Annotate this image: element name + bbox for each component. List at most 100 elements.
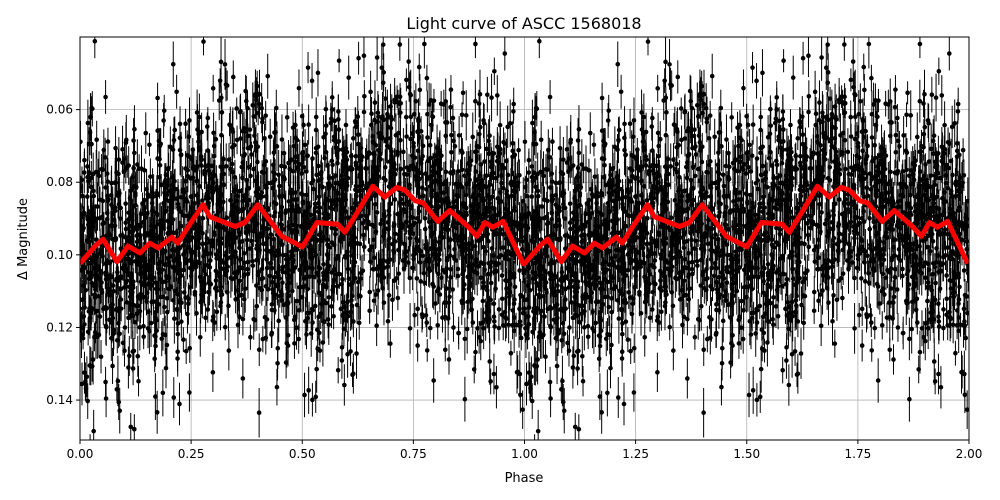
data-point [780, 367, 785, 373]
data-point [859, 306, 865, 312]
data-point [249, 238, 254, 244]
data-point [888, 169, 893, 175]
data-point [529, 374, 534, 380]
data-point [85, 120, 91, 126]
data-point [605, 390, 610, 396]
data-point [415, 306, 420, 312]
data-point [721, 183, 727, 189]
data-point [846, 266, 851, 272]
data-point [505, 124, 510, 130]
data-point [745, 122, 751, 128]
data-point [642, 334, 648, 340]
data-point [656, 154, 661, 159]
data-point [205, 115, 211, 121]
data-point [506, 322, 511, 328]
data-point [448, 237, 454, 243]
data-point [110, 283, 116, 288]
data-point [162, 262, 168, 268]
data-point [550, 139, 555, 144]
data-point [856, 312, 862, 318]
data-point [205, 148, 211, 153]
data-point [313, 204, 318, 210]
data-point [750, 122, 756, 127]
data-point [135, 162, 140, 167]
data-point [687, 286, 693, 291]
data-point [601, 138, 606, 144]
data-point [888, 286, 894, 291]
data-point [896, 256, 902, 262]
data-point [230, 74, 236, 80]
data-point [485, 92, 490, 97]
data-point [460, 90, 466, 96]
data-point [649, 307, 655, 312]
data-point [819, 55, 824, 60]
data-point [953, 350, 958, 356]
data-point [570, 315, 576, 321]
data-point [944, 296, 950, 302]
data-point [492, 68, 497, 74]
data-point [431, 378, 436, 383]
data-point [380, 42, 386, 47]
data-point [775, 313, 781, 319]
data-point [904, 150, 910, 155]
data-point [398, 166, 404, 172]
data-point [780, 147, 786, 153]
data-point [866, 270, 871, 276]
data-point [707, 314, 712, 320]
data-point [355, 114, 361, 119]
data-point [160, 390, 166, 396]
data-point [547, 270, 553, 276]
data-point [352, 259, 358, 265]
data-point [649, 124, 655, 129]
data-point [762, 348, 767, 353]
data-point [567, 201, 573, 206]
data-point [336, 127, 342, 132]
data-point [942, 122, 947, 128]
data-point [757, 204, 763, 210]
data-point [145, 192, 151, 197]
data-point [256, 410, 262, 416]
data-point [553, 180, 559, 186]
data-point [181, 337, 186, 342]
data-point [827, 96, 833, 101]
data-point [123, 201, 128, 206]
data-point [366, 150, 372, 155]
data-point [716, 274, 722, 280]
data-point [249, 152, 254, 157]
data-point [386, 227, 391, 232]
data-point [460, 150, 465, 155]
data-point [768, 123, 774, 128]
data-point [103, 94, 108, 100]
data-point [288, 158, 294, 163]
data-point [774, 162, 780, 168]
data-point [895, 115, 900, 121]
data-point [459, 112, 465, 118]
data-point [170, 174, 175, 180]
data-point [892, 237, 898, 243]
data-point [211, 154, 217, 159]
data-point [823, 262, 828, 268]
data-point [823, 65, 829, 71]
data-point [820, 110, 825, 116]
data-point [589, 192, 595, 197]
data-point [566, 348, 572, 354]
data-point [869, 75, 874, 81]
data-point [164, 296, 170, 301]
data-point [211, 130, 216, 136]
data-point [502, 51, 508, 56]
data-point [631, 345, 637, 351]
data-point [605, 118, 611, 123]
data-point [702, 285, 707, 291]
data-point [715, 245, 720, 250]
data-point [374, 210, 380, 215]
data-point [172, 316, 177, 321]
data-point [450, 115, 456, 121]
data-point [866, 41, 872, 47]
data-point [499, 296, 505, 302]
data-point [535, 193, 541, 199]
data-point [560, 320, 566, 326]
data-point [480, 298, 486, 304]
data-point [869, 135, 875, 140]
data-point [470, 134, 476, 140]
data-point [703, 105, 709, 111]
